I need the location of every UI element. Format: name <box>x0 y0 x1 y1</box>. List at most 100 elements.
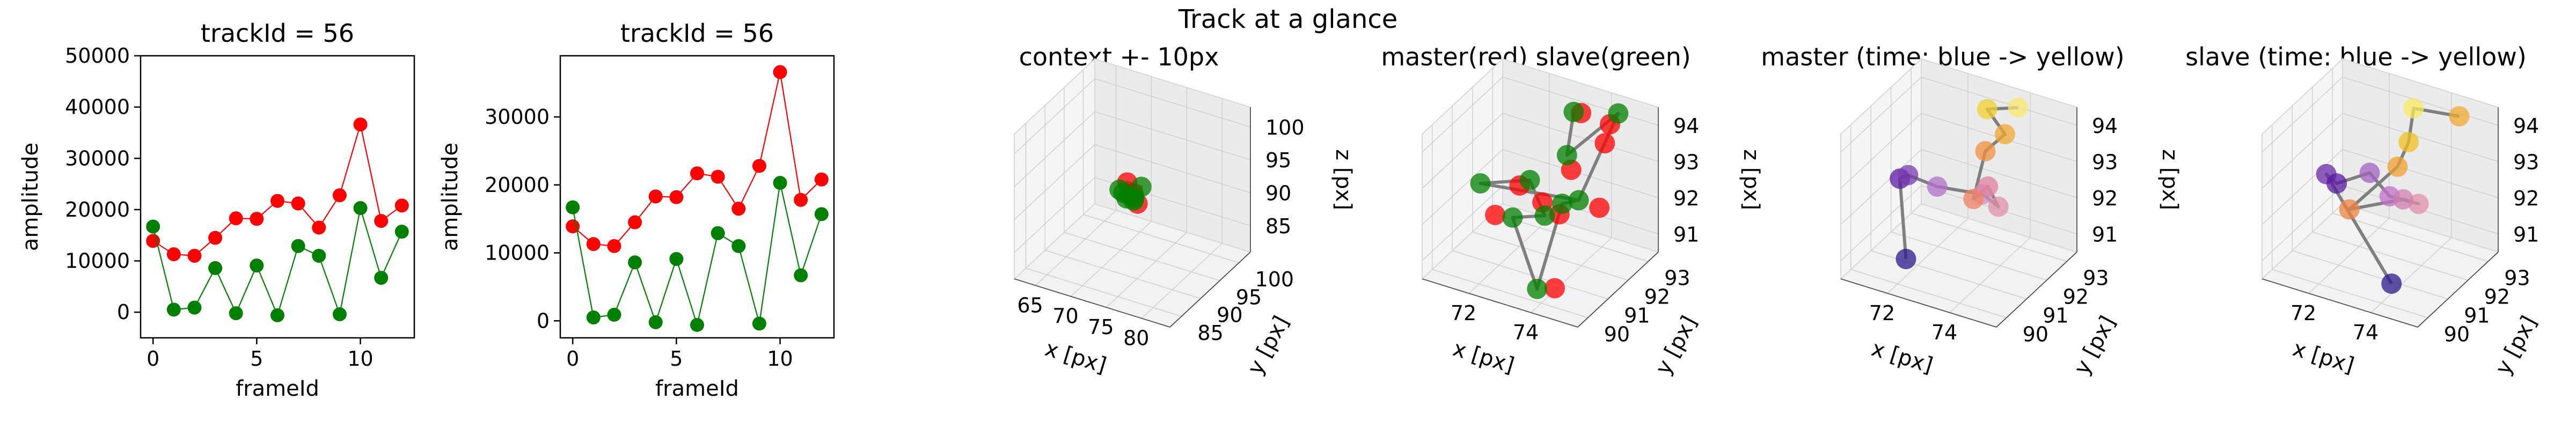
y-axis-line <box>2417 252 2499 328</box>
track-point <box>1470 173 1491 194</box>
series-1-point <box>291 196 305 211</box>
y-gridline <box>1452 250 1608 300</box>
z-tick-label: 92 <box>1673 187 1699 210</box>
track-point <box>1589 197 1610 218</box>
y-gridline <box>2292 250 2448 300</box>
series-1-point <box>586 237 601 252</box>
series-2-point <box>250 258 264 273</box>
track-point <box>1975 140 1996 161</box>
x-tick-label: 5 <box>670 347 683 371</box>
series-1-point <box>229 211 243 226</box>
track-point <box>2326 173 2347 194</box>
series-1-point <box>187 248 202 263</box>
track-point <box>1527 278 1548 299</box>
z-tick-label: 100 <box>1265 116 1305 139</box>
y-gridline <box>1911 212 2067 262</box>
y-tick-label: 90 <box>1217 304 1242 327</box>
x-gridline <box>1106 232 1187 308</box>
z-gridline <box>1422 77 1503 153</box>
series-1-point <box>773 65 787 79</box>
z-gridline <box>1502 77 1659 126</box>
z-gridline <box>1921 77 2077 126</box>
z-tick-label: 94 <box>2513 114 2539 138</box>
y-tick-label: 50000 <box>65 44 130 68</box>
z-gridline <box>1422 113 1503 189</box>
z-gridline <box>1840 113 1922 189</box>
track-point <box>2339 199 2360 220</box>
z-tick-label: 94 <box>2092 114 2118 138</box>
side-pane <box>1422 57 1503 280</box>
track-point <box>1123 190 1144 211</box>
y-axis-label: y [px] <box>2069 312 2120 379</box>
x-gridline <box>1949 237 2031 313</box>
track-point <box>1568 190 1589 211</box>
y-tick-label: 92 <box>1644 285 1670 309</box>
track-point <box>2381 273 2402 294</box>
x-gridline <box>2308 218 2390 294</box>
z-gridline <box>1094 111 1251 160</box>
chart-title: master(red) slave(green) <box>1381 42 1690 71</box>
x-gridline <box>1070 221 1152 297</box>
z-gridline <box>1422 149 1503 225</box>
figure-suptitle: Track at a glance <box>1178 4 1398 34</box>
x-axis-line <box>1840 278 1997 328</box>
series-1-point <box>353 117 368 132</box>
z-gridline <box>2262 77 2343 153</box>
z-gridline <box>1840 77 1922 153</box>
series-2-point <box>731 239 746 253</box>
series-2-point <box>270 308 284 322</box>
series-2-point <box>374 271 389 285</box>
series-1-point <box>628 215 642 230</box>
x-axis-label: frameId <box>655 376 739 401</box>
x-tick-label: 74 <box>2353 321 2379 344</box>
series-2-point <box>669 252 684 266</box>
y-axis-line <box>1996 252 2077 328</box>
y-gridline <box>1891 231 2047 281</box>
track-point <box>1519 169 1540 190</box>
y-tick-label: 0 <box>537 309 550 332</box>
x-tick-label: 0 <box>147 347 159 371</box>
y-tick-label: 40000 <box>65 95 130 119</box>
series-2-point <box>773 176 787 190</box>
series-1-point <box>394 198 409 213</box>
series-1-point <box>374 213 389 228</box>
side-pane <box>2262 57 2343 280</box>
track-point <box>2403 98 2424 119</box>
track-point <box>1594 133 1615 154</box>
series-2-point <box>607 307 621 322</box>
x-gridline <box>1035 210 1117 286</box>
y-gridline <box>1432 269 1588 319</box>
track-point <box>1898 165 1919 186</box>
track-point <box>1556 145 1577 166</box>
series-1-point <box>731 202 746 216</box>
chart-2: trackId = 56 0 5 10 0 10000 20000 30000 frameId a… <box>438 19 835 401</box>
series-2-point <box>332 307 347 322</box>
z-tick-label: 91 <box>1673 223 1699 246</box>
track-point <box>1978 176 1999 197</box>
series-1-point <box>312 220 326 235</box>
y-tick-label: 10000 <box>485 241 550 265</box>
track-point <box>2393 189 2413 210</box>
series-1-point <box>669 190 684 204</box>
x-gridline <box>1531 237 1612 313</box>
track-point <box>1896 248 1916 269</box>
z-gridline <box>1840 185 1922 261</box>
z-gridline <box>1014 111 1095 187</box>
z-gridline <box>1014 177 1095 253</box>
y-axis-label: amplitude <box>438 143 463 251</box>
series-2-line <box>572 182 822 328</box>
y-tick-label: 91 <box>1624 304 1650 328</box>
z-gridline <box>1094 144 1251 194</box>
y-tick-label: 91 <box>2464 304 2490 328</box>
track-point <box>1502 207 1523 228</box>
z-tick-label: 90 <box>1265 182 1291 205</box>
series-1-point <box>607 239 621 253</box>
track-point <box>1545 278 1565 299</box>
z-gridline <box>1094 78 1251 128</box>
track-point <box>1109 179 1130 200</box>
series-2-point <box>711 226 725 240</box>
z-gridline <box>1502 113 1659 162</box>
